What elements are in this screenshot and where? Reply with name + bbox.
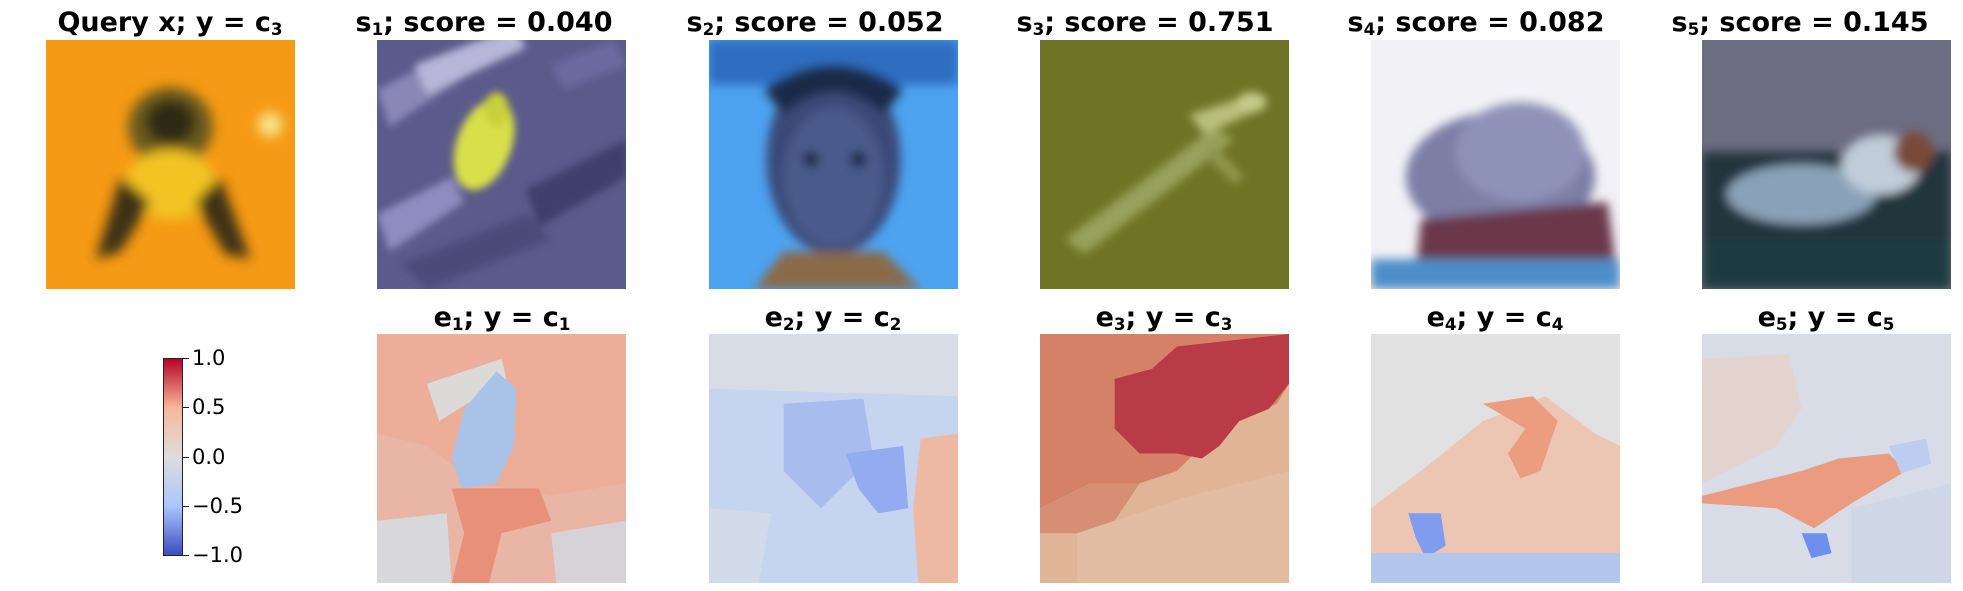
explanation-1-heatmap (377, 334, 626, 583)
similar-3-title: s3; score = 0.751 (1016, 7, 1274, 40)
explanation-1-title: e1; y = c1 (433, 302, 571, 335)
similar-1-image (377, 40, 626, 289)
colorbar-tick-3 (183, 457, 189, 458)
explanation-3-heatmap (1040, 334, 1289, 583)
colorbar-label-5: −1.0 (192, 543, 243, 567)
similar-4-image (1371, 40, 1620, 289)
similar-5-title: s5; score = 0.145 (1671, 7, 1929, 40)
colorbar (163, 358, 183, 556)
explanation-4-title: e4; y = c4 (1426, 302, 1564, 335)
colorbar-label-3: 0.0 (192, 445, 226, 469)
explanation-5-heatmap (1702, 334, 1951, 583)
similar-4-title: s4; score = 0.082 (1347, 7, 1605, 40)
similar-5-image (1702, 40, 1951, 289)
explanation-2-heatmap (709, 334, 958, 583)
explanation-2-title: e2; y = c2 (764, 302, 902, 335)
colorbar-tick-2 (183, 407, 189, 408)
colorbar-tick-5 (183, 555, 189, 556)
similar-2-title: s2; score = 0.052 (686, 7, 944, 40)
similar-2-image (709, 40, 958, 289)
similar-1-title: s1; score = 0.040 (355, 7, 613, 40)
colorbar-label-2: 0.5 (192, 395, 226, 419)
colorbar-tick-1 (183, 358, 189, 359)
explanation-5-title: e5; y = c5 (1757, 302, 1895, 335)
colorbar-label-4: −0.5 (192, 494, 243, 518)
colorbar-label-1: 1.0 (192, 346, 226, 370)
query-title: Query x; y = c3 (57, 7, 283, 40)
colorbar-tick-4 (183, 506, 189, 507)
explanation-3-title: e3; y = c3 (1095, 302, 1233, 335)
similar-3-image (1040, 40, 1289, 289)
query-image (46, 40, 295, 289)
explanation-4-heatmap (1371, 334, 1620, 583)
